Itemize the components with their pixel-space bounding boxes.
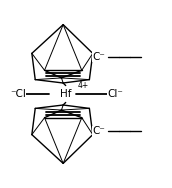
Text: Hf: Hf: [60, 89, 71, 99]
Text: ⁻Cl: ⁻Cl: [10, 89, 26, 99]
Text: Cl⁻: Cl⁻: [107, 89, 123, 99]
Text: C⁻: C⁻: [93, 126, 106, 136]
Text: 4+: 4+: [77, 81, 88, 90]
Text: C⁻: C⁻: [93, 52, 106, 62]
